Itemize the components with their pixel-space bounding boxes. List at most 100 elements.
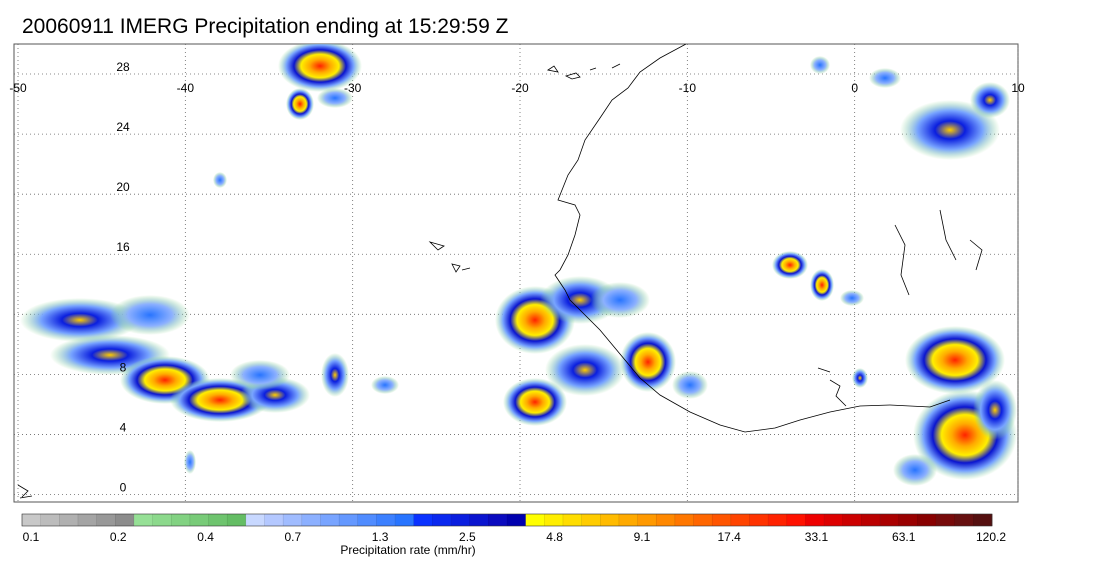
legend-swatch <box>581 514 601 526</box>
legend-swatch <box>451 514 470 526</box>
legend-swatch <box>152 514 172 526</box>
precip-cell <box>900 100 1000 160</box>
precip-cell <box>317 88 353 108</box>
legend-swatch <box>40 514 60 526</box>
precip-cell <box>672 371 708 399</box>
legend-swatch <box>693 514 713 526</box>
legend-swatch <box>898 514 918 526</box>
legend-swatch <box>954 514 974 526</box>
legend-swatch <box>339 514 359 526</box>
precip-cell <box>545 344 625 396</box>
legend-swatch <box>656 514 676 526</box>
precip-cell <box>973 380 1017 440</box>
legend-swatch <box>768 514 788 526</box>
precip-cell <box>110 295 190 335</box>
precip-cell <box>371 376 399 394</box>
lat-tick-label: 8 <box>120 360 127 374</box>
legend-swatch <box>749 514 769 526</box>
precipitation-map[interactable]: -50 -40 -30 -20 -10 0 10 0 4 8 16 20 24 28 <box>0 0 1101 510</box>
legend-swatch <box>544 514 564 526</box>
lon-tick-label: -10 <box>679 81 697 95</box>
legend-swatch <box>133 514 153 526</box>
legend-swatch <box>618 514 638 526</box>
legend-label: 9.1 <box>634 530 651 544</box>
legend-swatch <box>936 514 955 526</box>
precip-cell <box>852 368 868 388</box>
lon-tick-label: -30 <box>344 81 362 95</box>
lat-tick-label: 0 <box>120 480 127 494</box>
lon-tick-label: -50 <box>9 81 27 95</box>
legend-swatch <box>637 514 657 526</box>
lon-tick-label: 0 <box>851 81 858 95</box>
map-title: 20060911 IMERG Precipitation ending at 1… <box>22 15 509 38</box>
lon-tick-label: -40 <box>177 81 195 95</box>
precip-cell <box>772 251 808 279</box>
precip-cell <box>321 353 349 397</box>
longitude-ticks: -50 -40 -30 -20 -10 0 10 <box>9 81 1025 95</box>
legend-swatch <box>96 514 116 526</box>
precip-cell <box>970 82 1010 118</box>
precip-cell <box>810 56 830 74</box>
legend-label: 0.4 <box>197 530 214 544</box>
legend-swatch <box>395 514 415 526</box>
legend-swatch <box>208 514 228 526</box>
legend-swatch <box>562 514 582 526</box>
legend-swatch <box>59 514 79 526</box>
legend-label: 4.8 <box>546 530 563 544</box>
precip-cell <box>590 282 650 318</box>
legend-label: 33.1 <box>805 530 829 544</box>
legend-swatch <box>525 514 545 526</box>
precip-cell <box>503 378 567 426</box>
legend-label: 17.4 <box>718 530 742 544</box>
lat-tick-label: 20 <box>116 180 130 194</box>
legend-swatch <box>432 514 452 526</box>
precip-cell <box>840 290 864 306</box>
legend-swatches <box>21 513 993 527</box>
legend-swatch <box>824 514 844 526</box>
lon-tick-label: 10 <box>1011 81 1025 95</box>
legend-title: Precipitation rate (mm/hr) <box>340 543 475 557</box>
legend-swatch <box>77 514 97 526</box>
legend-swatch <box>301 514 321 526</box>
lat-tick-label: 28 <box>116 60 130 74</box>
precip-cell <box>286 88 314 120</box>
precip-cell <box>278 44 362 92</box>
precip-cell <box>20 298 140 342</box>
precipitation-cells <box>20 44 1017 486</box>
legend-swatch <box>469 514 489 526</box>
legend-swatch <box>861 514 881 526</box>
legend-swatch <box>880 514 900 526</box>
legend-swatch <box>189 514 209 526</box>
precip-cell <box>184 450 196 474</box>
map-grid <box>14 44 1019 502</box>
legend-swatch <box>730 514 750 526</box>
legend-swatch <box>712 514 732 526</box>
legend-swatch <box>264 514 284 526</box>
precip-cell <box>810 269 834 301</box>
coastline <box>17 44 983 499</box>
legend-labels: 0.1 0.2 0.4 0.7 1.3 2.5 4.8 9.1 17.4 33.1 63.1 120.… <box>23 530 1007 544</box>
legend-swatch <box>600 514 620 526</box>
legend-swatch <box>171 514 191 526</box>
legend-label: 2.5 <box>459 530 476 544</box>
precip-cell <box>230 360 290 390</box>
legend-label: 0.1 <box>23 530 40 544</box>
precip-cell <box>869 68 901 88</box>
legend-swatch <box>842 514 862 526</box>
legend-swatch <box>413 514 433 526</box>
legend-swatch <box>507 514 526 526</box>
legend-swatch <box>245 514 265 526</box>
lat-tick-label: 4 <box>120 420 127 434</box>
precip-cell <box>905 326 1005 394</box>
legend-swatch <box>488 514 508 526</box>
lat-tick-label: 16 <box>116 240 130 254</box>
legend-swatch <box>786 514 806 526</box>
legend-swatch <box>973 514 993 526</box>
legend-swatch <box>805 514 825 526</box>
legend-swatch <box>227 514 247 526</box>
map-frame <box>13 43 1019 503</box>
legend-swatch <box>674 514 694 526</box>
legend-swatch <box>917 514 937 526</box>
precip-cell <box>893 454 937 486</box>
legend-swatch <box>320 514 340 526</box>
